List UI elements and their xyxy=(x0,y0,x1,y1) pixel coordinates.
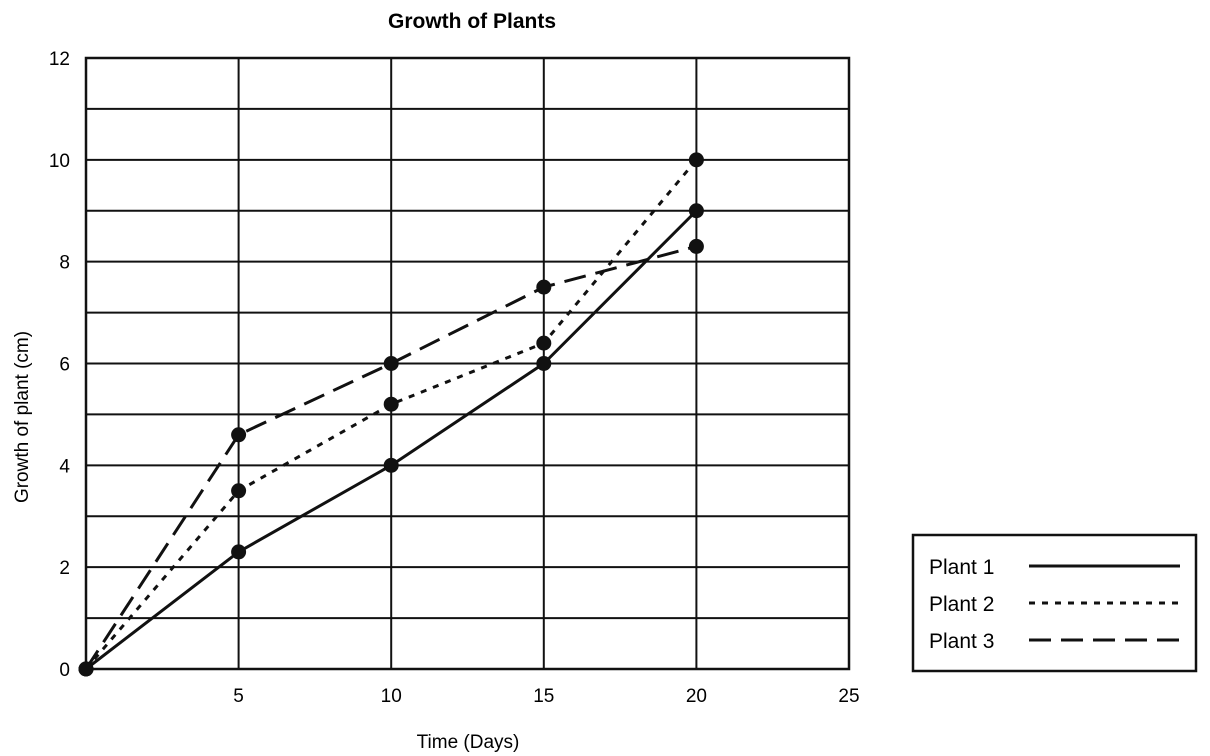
y-axis-title: Growth of plant (cm) xyxy=(12,331,33,503)
plot-frame xyxy=(84,56,851,671)
plot-grid xyxy=(84,56,851,671)
data-point xyxy=(231,483,247,499)
x-tick-label: 5 xyxy=(233,686,244,707)
x-tick-label: 25 xyxy=(838,686,859,707)
x-axis-title: Time (Days) xyxy=(417,732,520,753)
data-point xyxy=(688,203,704,219)
legend-label-2: Plant 2 xyxy=(929,593,994,616)
series-3 xyxy=(78,238,704,677)
legend: Plant 1 Plant 2 Plant 3 xyxy=(911,533,1198,673)
data-point xyxy=(536,335,552,351)
data-point xyxy=(688,152,704,168)
x-tick-label: 20 xyxy=(686,686,707,707)
data-point xyxy=(383,356,399,371)
x-tick-label: 10 xyxy=(381,686,402,707)
chart-title: Growth of Plants xyxy=(388,10,556,33)
data-point xyxy=(231,544,247,560)
y-tick-label: 8 xyxy=(59,253,70,274)
y-tick-label: 6 xyxy=(59,355,70,376)
data-point xyxy=(688,238,704,254)
data-point xyxy=(231,427,247,443)
data-point xyxy=(536,356,552,371)
x-tick-label: 15 xyxy=(533,686,554,707)
series-line-2 xyxy=(84,158,698,670)
y-tick-label: 12 xyxy=(49,49,70,70)
axis-ticks: 0 2 4 6 8 10 12 5 10 15 20 25 xyxy=(49,49,860,707)
y-tick-label: 10 xyxy=(49,151,70,172)
y-tick-label: 2 xyxy=(59,558,70,579)
y-tick-label: 4 xyxy=(59,456,70,477)
data-point xyxy=(383,396,399,412)
legend-label-3: Plant 3 xyxy=(929,630,994,653)
data-point xyxy=(536,279,552,295)
y-tick-label: 0 xyxy=(59,660,70,681)
data-point xyxy=(78,661,94,677)
data-point xyxy=(383,457,399,473)
series-layer xyxy=(78,152,704,677)
legend-label-1: Plant 1 xyxy=(929,556,994,579)
